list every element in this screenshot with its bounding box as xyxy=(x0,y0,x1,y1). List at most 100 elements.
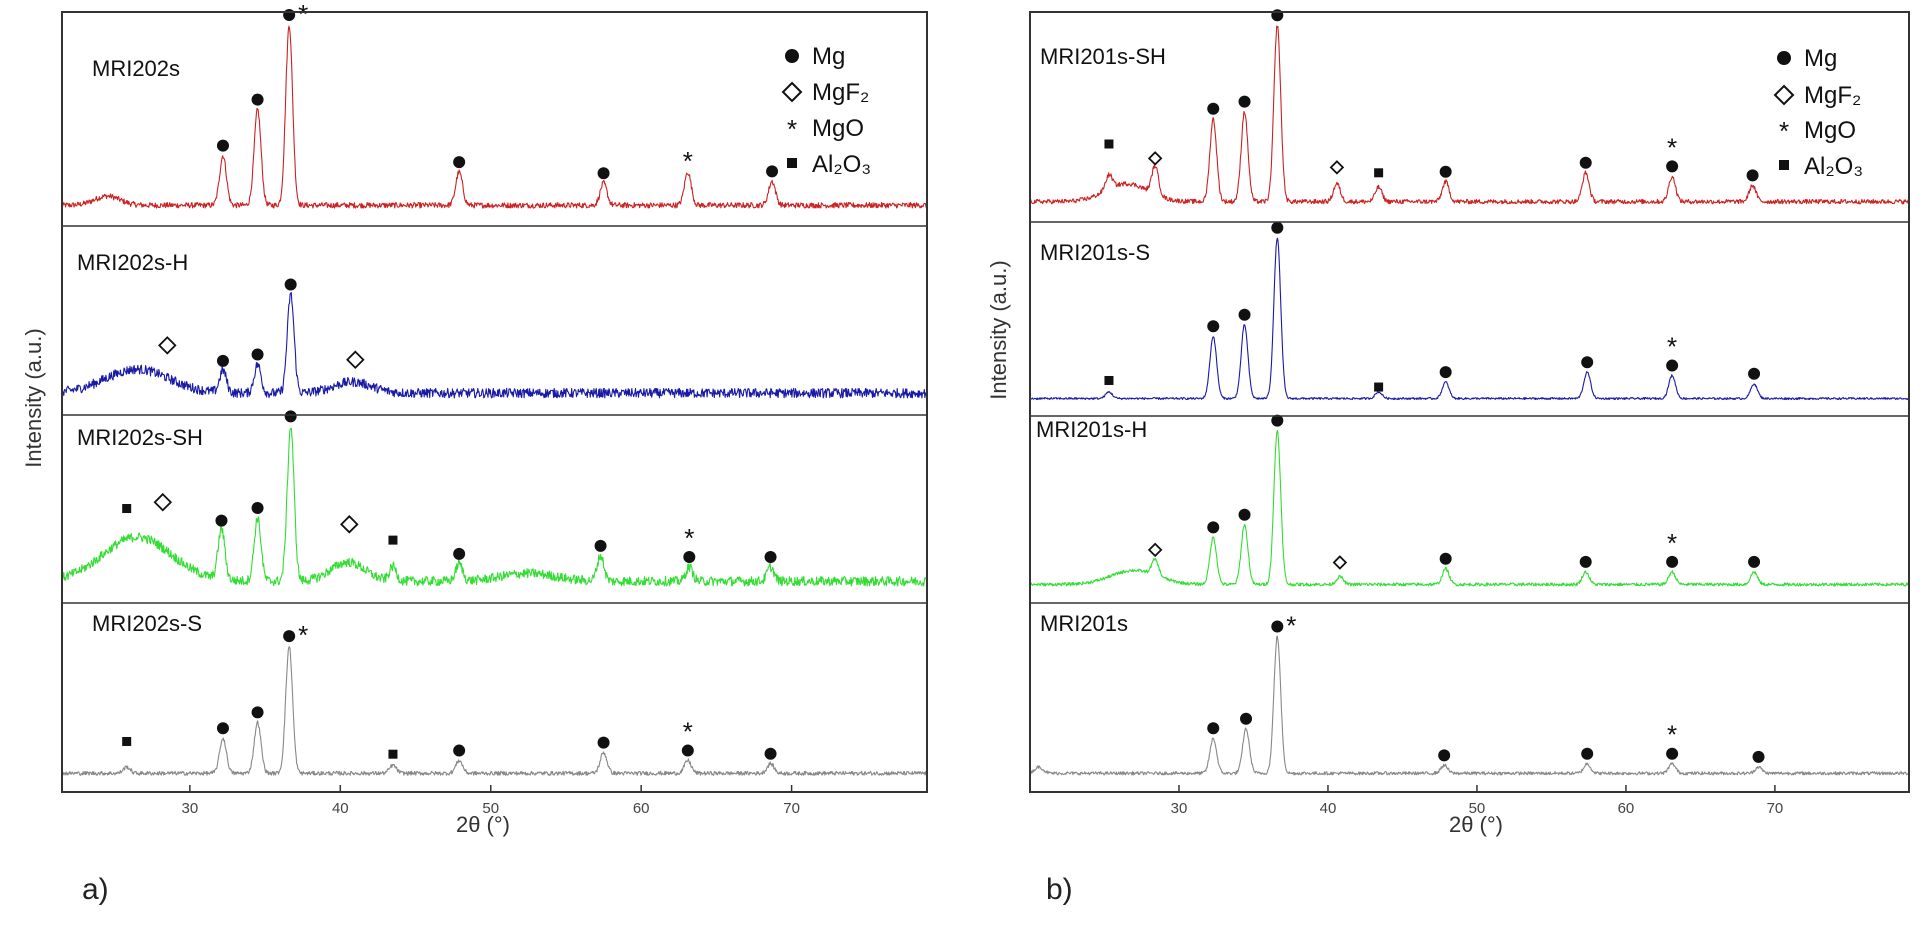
al2o3-marker-mri202s-s-43-5 xyxy=(388,749,398,759)
legend-b-mgo: * MgO xyxy=(1779,116,1856,146)
mg-marker-mri202s-sh-57-3 xyxy=(594,539,607,552)
al2o3-marker-mri202s-s-25-8 xyxy=(122,736,132,746)
mgf2-marker-mri201s-h-40-8 xyxy=(1332,555,1348,570)
mg-marker-mri201s-s-47-9 xyxy=(1439,366,1452,379)
panel-b-markers: * * * * * xyxy=(1104,9,1765,763)
panel-b-xtick-label-60: 60 xyxy=(1618,800,1635,817)
mgo-marker-mri201s-36-6: * xyxy=(1286,611,1296,641)
panel-a: * * * * * 30 40 50 60 70 MRI202s MRI202s-H MRI20… xyxy=(21,0,928,906)
legend-b-mgo-star-icon: * xyxy=(1779,116,1789,146)
panel-b-xtick-label-30: 30 xyxy=(1171,800,1188,817)
panel-b-frame xyxy=(1029,11,1910,793)
legend-b-mg-label: Mg xyxy=(1804,45,1837,72)
trace-mri202s-h xyxy=(61,292,928,399)
mg-marker-mri201s-h-36-6 xyxy=(1271,414,1284,427)
legend-b-al2o3-square-icon xyxy=(1779,160,1789,170)
panel-b-xtick-label-40: 40 xyxy=(1320,800,1337,817)
series-label-mri202s-h: MRI202s-H xyxy=(77,250,188,275)
trace-mri202s-s xyxy=(61,646,928,776)
series-label-mri202s-s: MRI202s-S xyxy=(92,611,202,636)
mg-marker-mri202s-s-32-2 xyxy=(216,722,229,735)
legend-a-mg-label: Mg xyxy=(812,43,845,70)
mg-marker-mri201s-h-32-3 xyxy=(1207,521,1220,534)
panel-a-legend: Mg MgF₂ * MgO Al₂O₃ xyxy=(781,43,871,178)
mgo-marker-mri201s-sh-63-1: * xyxy=(1667,132,1677,162)
panel-a-xtick-label-60: 60 xyxy=(633,800,650,817)
mgo-marker-mri202s-63-1: * xyxy=(683,146,693,176)
mg-marker-mri202s-36-6 xyxy=(283,8,296,21)
mg-marker-mri202s-s-63-1 xyxy=(681,744,694,757)
legend-b-al2o3: Al₂O₃ xyxy=(1779,153,1863,180)
panel-b-legend: Mg MgF₂ * MgO Al₂O₃ xyxy=(1773,45,1863,180)
legend-b-mg-circle-icon xyxy=(1777,51,1791,65)
panel-b-xtick-label-70: 70 xyxy=(1767,800,1784,817)
mgo-marker-mri202s-s-63-1: * xyxy=(683,717,693,747)
mg-marker-mri201s-34-5 xyxy=(1240,712,1253,725)
mg-marker-mri202s-sh-32-1 xyxy=(215,514,228,527)
legend-a-mgo-label: MgO xyxy=(812,115,864,142)
series-label-mri201s-s: MRI201s-S xyxy=(1040,240,1150,265)
panel-b: * * * * * 30 40 50 60 70 MRI201s-SH MRI201s-S MR… xyxy=(986,9,1910,906)
mg-marker-mri202s-h-36-7 xyxy=(284,278,297,291)
legend-b-mgf2-label: MgF₂ xyxy=(1804,82,1861,109)
mg-marker-mri201s-sh-68-5 xyxy=(1746,169,1759,182)
legend-b-mg: Mg xyxy=(1777,45,1837,72)
mg-marker-mri202s-sh-68-6 xyxy=(764,550,777,563)
legend-a-mg: Mg xyxy=(785,43,845,70)
mgo-marker-mri202s-36-6: * xyxy=(298,0,308,29)
legend-b-al2o3-label: Al₂O₃ xyxy=(1804,153,1863,180)
mg-marker-mri201s-h-63-1 xyxy=(1666,555,1679,568)
mgo-marker-mri201s-h-63-1: * xyxy=(1667,528,1677,558)
legend-a-mgf2: MgF₂ xyxy=(781,79,869,106)
mg-marker-mri201s-sh-32-3 xyxy=(1207,102,1220,115)
mgf2-marker-mri202s-sh-40-6 xyxy=(340,515,359,534)
mg-marker-mri201s-68-9 xyxy=(1752,750,1765,763)
mgo-marker-mri202s-s-36-6: * xyxy=(298,620,308,650)
panel-a-xlabel: 2θ (°) xyxy=(456,812,510,837)
mg-marker-mri201s-s-68-6 xyxy=(1748,367,1761,380)
mg-marker-mri202s-h-34-5 xyxy=(251,348,264,361)
legend-b-mgf2: MgF₂ xyxy=(1773,82,1861,109)
trace-mri201s-h xyxy=(1030,429,1910,587)
mg-marker-mri201s-36-6 xyxy=(1271,620,1284,633)
panel-a-xtick-label-40: 40 xyxy=(332,800,349,817)
mg-marker-mri201s-sh-57-3 xyxy=(1579,156,1592,169)
series-label-mri201s-h: MRI201s-H xyxy=(1036,417,1147,442)
mgf2-marker-mri202s-sh-28-2 xyxy=(153,492,173,512)
mg-marker-mri201s-63-1 xyxy=(1666,747,1679,760)
mg-marker-mri202s-sh-36-7 xyxy=(284,410,297,423)
panel-a-traces xyxy=(61,25,928,776)
legend-a-al2o3-label: Al₂O₃ xyxy=(812,151,871,178)
mg-marker-mri201s-h-34-4 xyxy=(1238,508,1251,521)
mg-marker-mri202s-s-36-6 xyxy=(283,630,296,643)
mgo-marker-mri201s-63-1: * xyxy=(1667,720,1677,750)
panel-a-markers: * * * * * xyxy=(122,0,779,760)
legend-a-mgf2-label: MgF₂ xyxy=(812,79,869,106)
panel-a-tag: a) xyxy=(82,873,109,906)
mg-marker-mri202s-sh-34-5 xyxy=(251,502,264,514)
mgo-marker-mri201s-s-63-1: * xyxy=(1667,332,1677,362)
mgf2-marker-mri202s-h-28-5 xyxy=(158,336,177,355)
panel-a-xtick-label-70: 70 xyxy=(783,800,800,817)
trace-mri201s-sh xyxy=(1029,25,1910,205)
al2o3-marker-mri201s-s-43-4 xyxy=(1374,382,1384,392)
mgf2-marker-mri201s-sh-28-4 xyxy=(1147,151,1163,166)
mg-marker-mri201s-sh-63-1 xyxy=(1666,160,1679,173)
series-label-mri201s: MRI201s xyxy=(1040,611,1128,636)
mg-marker-mri201s-s-63-1 xyxy=(1666,359,1679,372)
mg-marker-mri201s-sh-34-4 xyxy=(1238,95,1251,108)
mg-marker-mri202s-34-5 xyxy=(251,93,264,106)
mg-marker-mri201s-h-68-6 xyxy=(1748,555,1761,568)
mg-marker-mri201s-s-34-4 xyxy=(1238,308,1251,321)
mg-marker-mri201s-sh-47-9 xyxy=(1439,165,1452,178)
panel-b-xaxis: 30 40 50 60 70 xyxy=(1171,785,1784,817)
legend-a-al2o3: Al₂O₃ xyxy=(787,151,871,178)
legend-b-mgf2-diamond-icon xyxy=(1773,84,1795,106)
panel-b-tag: b) xyxy=(1046,873,1073,906)
al2o3-marker-mri201s-sh-25-3 xyxy=(1104,139,1114,149)
mg-marker-mri202s-47-9 xyxy=(453,156,466,169)
trace-mri202s-sh xyxy=(61,427,928,587)
legend-a-mgf2-diamond-icon xyxy=(781,81,803,103)
mg-marker-mri202s-h-32-2 xyxy=(216,354,229,367)
